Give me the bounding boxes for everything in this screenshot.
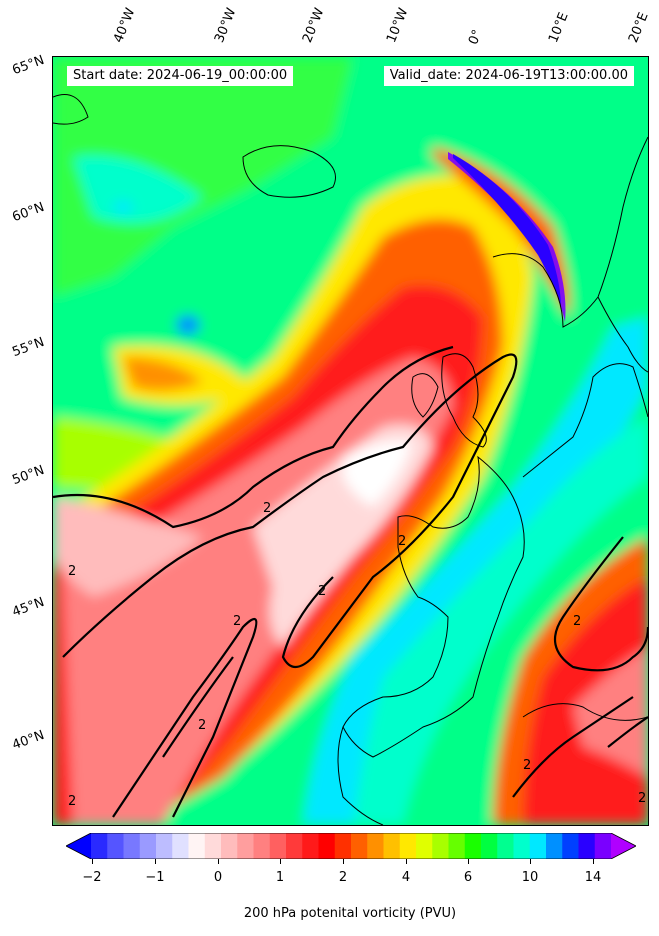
contour-label: 2 (263, 501, 271, 516)
colorbar-segment (172, 833, 189, 859)
colorbar-segment (286, 833, 303, 859)
colorbar-segment (334, 833, 352, 859)
contour-labels: 2 2 2 2 2 2 2 2 2 2 (68, 501, 646, 809)
colorbar-segment (513, 833, 531, 859)
colorbar-segment (497, 833, 514, 859)
lat-tick-label: 45°N (10, 594, 47, 621)
colorbar-segment (416, 833, 433, 859)
colorbar-segment (562, 833, 579, 859)
colorbar-extend-min (66, 833, 91, 859)
colorbar-segment (318, 833, 336, 859)
colorbar-tickmark (343, 859, 344, 864)
colorbar-tickmark (218, 859, 219, 864)
map-panel: 2 2 2 2 2 2 2 2 2 2 Start date: 2024-06-… (52, 56, 649, 826)
contour-label: 2 (198, 718, 206, 733)
contour-label: 2 (233, 614, 241, 629)
colorbar (66, 833, 636, 859)
lat-tick-label: 50°N (10, 462, 47, 489)
colorbar-segment (351, 833, 368, 859)
colorbar-segment (156, 833, 173, 859)
colorbar-segment (578, 833, 596, 859)
lon-tick-label: 20°W (300, 6, 328, 45)
lon-tick-label: 40°W (111, 6, 139, 45)
colorbar-tick-label: 10 (521, 870, 539, 885)
colorbar-segment (204, 833, 222, 859)
colorbar-segment (399, 833, 417, 859)
colorbar-segment (123, 833, 141, 859)
lon-tick-label: 10°E (546, 10, 572, 45)
contour-label: 2 (68, 564, 76, 579)
colorbar-tick-label: 6 (463, 870, 473, 885)
lat-tick-label: 40°N (10, 727, 47, 754)
pv-streak (448, 152, 566, 322)
colorbar-segment (237, 833, 254, 859)
pv-shading (53, 57, 648, 825)
colorbar-tickmark (280, 859, 281, 864)
colorbar-segment (432, 833, 449, 859)
colorbar-segment (91, 833, 108, 859)
colorbar-tickmark (468, 859, 469, 864)
colorbar-segment (464, 833, 482, 859)
lon-tick-label: 10°W (384, 6, 412, 45)
colorbar-segment (302, 833, 319, 859)
colorbar-segments (66, 833, 636, 859)
colorbar-segment (383, 833, 401, 859)
colorbar-tick-label: 4 (401, 870, 411, 885)
colorbar-segment (221, 833, 238, 859)
lon-tick-label: 20°E (626, 10, 652, 45)
colorbar-segment (367, 833, 384, 859)
colorbar-tick-label: 14 (584, 870, 602, 885)
colorbar-tick-label: 1 (275, 870, 285, 885)
colorbar-tickmark (155, 859, 156, 864)
colorbar-segment (107, 833, 124, 859)
lat-tick-label: 55°N (10, 334, 47, 361)
colorbar-tickmark (406, 859, 407, 864)
lat-tick-label: 60°N (10, 199, 47, 226)
colorbar-tickmark (530, 859, 531, 864)
pv-field-map: 2 2 2 2 2 2 2 2 2 2 (53, 57, 648, 825)
colorbar-segment (594, 833, 612, 859)
colorbar-segment (481, 833, 498, 859)
colorbar-label: 200 hPa potenital vorticity (PVU) (243, 906, 457, 921)
colorbar-tick-label: −1 (145, 870, 165, 885)
colorbar-tickmark (92, 859, 93, 864)
lon-tick-label: 30°W (212, 6, 240, 45)
coastlines (53, 94, 648, 825)
contour-label: 2 (68, 794, 76, 809)
start-date-label: Start date: 2024-06-19_00:00:00 (67, 66, 294, 86)
contour-label: 2 (318, 584, 326, 599)
lat-tick-label: 65°N (10, 52, 47, 79)
colorbar-extend-max (611, 833, 636, 859)
colorbar-segment (188, 833, 206, 859)
lon-tick-label: 0° (466, 27, 486, 47)
colorbar-tickmark (593, 859, 594, 864)
valid-date-label: Valid_date: 2024-06-19T13:00:00.00 (383, 66, 634, 86)
colorbar-tick-label: 2 (338, 870, 348, 885)
colorbar-segment (546, 833, 563, 859)
colorbar-tick-label: −2 (82, 870, 102, 885)
pv-2-contours (53, 345, 648, 818)
colorbar-segment (253, 833, 271, 859)
colorbar-segment (139, 833, 157, 859)
contour-label: 2 (573, 614, 581, 629)
contour-label: 2 (523, 758, 531, 773)
contour-label: 2 (398, 534, 406, 549)
colorbar-tick-label: 0 (213, 870, 223, 885)
contour-label: 2 (638, 791, 646, 806)
colorbar-segment (448, 833, 466, 859)
colorbar-segment (529, 833, 547, 859)
colorbar-segment (269, 833, 287, 859)
